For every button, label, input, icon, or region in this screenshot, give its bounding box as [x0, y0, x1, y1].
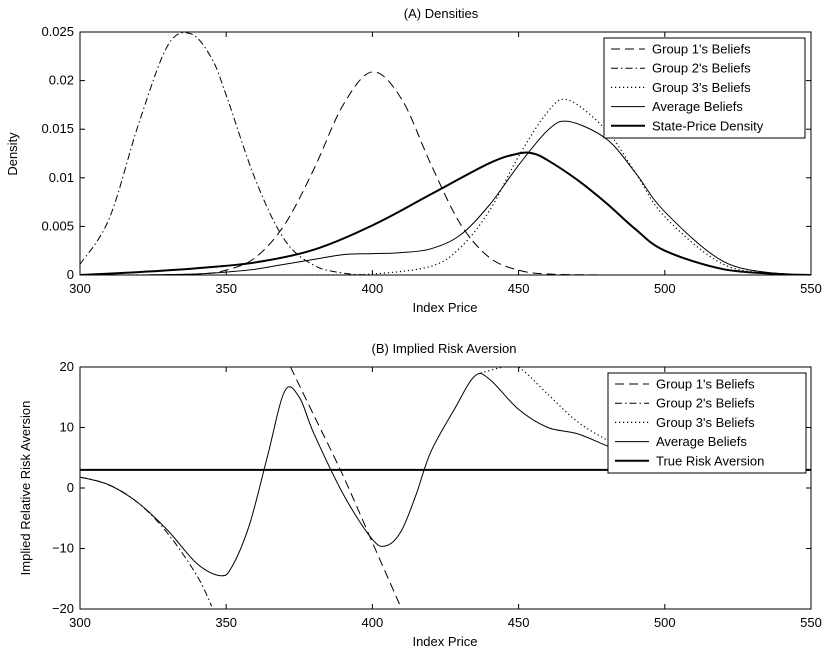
a-y-tick-label: 0.01 — [49, 170, 74, 185]
b-y-tick-label: 10 — [60, 420, 74, 435]
panel-b-title: (B) Implied Risk Aversion — [372, 341, 517, 356]
b-legend-label-4: Average Beliefs — [656, 434, 747, 449]
b-y-tick-label: 0 — [67, 480, 74, 495]
panel-a-x-axis-label: Index Price — [412, 300, 477, 315]
a-series-line-5 — [80, 151, 811, 275]
a-legend-label-3: Group 3's Beliefs — [652, 80, 751, 95]
b-y-tick-label: 20 — [60, 359, 74, 374]
panel-a-x-ticks: 300 350 400 450 500 550 — [69, 32, 822, 296]
a-legend-label-2: Group 2's Beliefs — [652, 61, 751, 76]
a-x-tick-label: 550 — [800, 281, 822, 296]
b-x-tick-label: 400 — [362, 615, 384, 630]
b-x-tick-label: 450 — [508, 615, 530, 630]
panel-a-y-axis-label: Density — [5, 132, 20, 176]
panel-b-y-axis-label: Implied Relative Risk Aversion — [18, 401, 33, 576]
panel-b-legend: Group 1's Beliefs Group 2's Beliefs Group … — [607, 372, 807, 474]
panel-b-x-axis-label: Index Price — [412, 634, 477, 649]
b-x-tick-label: 500 — [654, 615, 676, 630]
a-y-tick-label: 0 — [67, 267, 74, 282]
b-x-tick-label: 300 — [69, 615, 91, 630]
b-y-tick-label: −20 — [52, 601, 74, 616]
b-x-tick-label: 350 — [215, 615, 237, 630]
a-series-line-4 — [80, 120, 811, 275]
a-y-tick-label: 0.02 — [49, 73, 74, 88]
panel-a-series-lines — [80, 32, 811, 275]
a-y-tick-label: 0.025 — [41, 24, 74, 39]
a-legend-label-1: Group 1's Beliefs — [652, 42, 751, 57]
b-legend-label-5: True Risk Aversion — [656, 453, 764, 468]
a-legend-label-5: State-Price Density — [652, 118, 764, 133]
b-series-line-2 — [80, 476, 213, 607]
a-y-tick-label: 0.005 — [41, 218, 74, 233]
panel-b-y-ticks: −20 −10 0 10 20 — [52, 359, 811, 616]
b-legend-label-2: Group 2's Beliefs — [656, 396, 755, 411]
panel-a-plot-frame — [79, 31, 812, 276]
b-legend-label-3: Group 3's Beliefs — [656, 415, 755, 430]
a-x-tick-label: 350 — [215, 281, 237, 296]
panel-a-legend-box — [603, 37, 806, 139]
b-series-line-1 — [290, 367, 403, 609]
panel-a-title: (A) Densities — [404, 6, 479, 21]
panel-b-risk-aversion: (B) Implied Risk Aversion 300 350 400 450 50… — [18, 341, 822, 649]
panel-a-legend: Group 1's Beliefs Group 2's Beliefs Group … — [603, 37, 806, 139]
a-legend-label-4: Average Beliefs — [652, 99, 743, 114]
b-y-tick-label: −10 — [52, 541, 74, 556]
a-y-tick-label: 0.015 — [41, 121, 74, 136]
panel-a-y-ticks: 0 0.005 0.01 0.015 0.02 0.025 — [41, 24, 811, 282]
b-legend-label-1: Group 1's Beliefs — [656, 377, 755, 392]
a-x-tick-label: 450 — [508, 281, 530, 296]
b-series-line-3 — [480, 367, 724, 468]
panel-b-legend-box — [607, 372, 807, 474]
panel-b-x-ticks: 300 350 400 450 500 550 — [69, 367, 822, 630]
a-x-tick-label: 300 — [69, 281, 91, 296]
a-x-tick-label: 500 — [654, 281, 676, 296]
b-x-tick-label: 550 — [800, 615, 822, 630]
b-series-line-4 — [80, 372, 724, 577]
panel-a-densities: (A) Densities 300 350 400 450 500 550 00.0050… — [5, 6, 822, 315]
a-x-tick-label: 400 — [362, 281, 384, 296]
